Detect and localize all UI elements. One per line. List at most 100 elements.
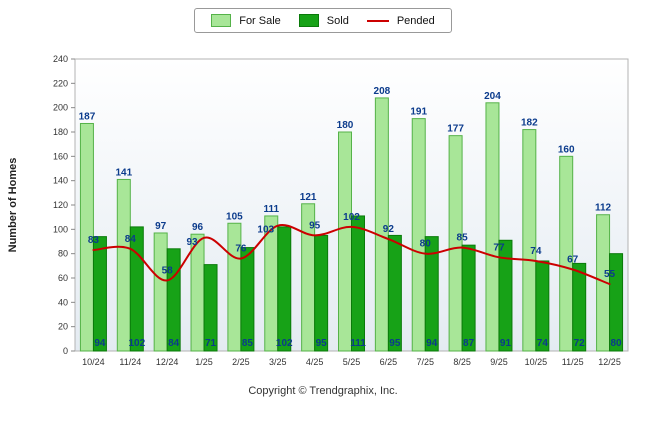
x-tick-label: 11/24	[119, 357, 141, 367]
sold-value-label: 95	[389, 338, 401, 349]
y-tick-label: 140	[53, 176, 68, 186]
pended-value-label: 93	[186, 237, 198, 248]
for-sale-value-label: 160	[558, 144, 575, 155]
for-sale-value-label: 96	[192, 222, 204, 233]
bar-sold	[461, 244, 476, 352]
y-tick-label: 20	[58, 322, 68, 332]
bar-sold	[609, 253, 624, 352]
sold-value-label: 80	[611, 338, 623, 349]
for-sale-value-label: 97	[155, 221, 167, 232]
y-axis-title: Number of Homes	[7, 158, 19, 253]
pended-value-label: 74	[530, 246, 542, 257]
sold-value-label: 111	[350, 338, 366, 349]
for-sale-value-label: 187	[79, 111, 96, 122]
y-tick-label: 220	[53, 78, 68, 88]
pended-legend-label: Pended	[396, 14, 435, 27]
y-tick-label: 80	[58, 249, 68, 259]
y-tick-label: 240	[53, 54, 68, 64]
for-sale-value-label: 105	[226, 211, 243, 222]
bar-sold	[535, 260, 550, 352]
for-sale-value-label: 121	[300, 192, 317, 203]
for-sale-value-label: 191	[410, 107, 427, 118]
x-tick-label: 3/25	[269, 357, 287, 367]
y-tick-label: 40	[58, 297, 68, 307]
copyright: Copyright © Trendgraphix, Inc.	[248, 385, 398, 397]
y-tick-label: 180	[53, 127, 68, 137]
x-tick-label: 11/25	[562, 357, 584, 367]
x-tick-label: 2/25	[232, 357, 250, 367]
sold-value-label: 71	[205, 338, 217, 349]
pended-value-label: 85	[457, 233, 469, 244]
x-tick-label: 12/24	[156, 357, 179, 367]
pended-line	[92, 223, 611, 286]
pended-value-label: 77	[493, 242, 505, 253]
bar-sold	[572, 262, 587, 352]
forsale-legend-label: For Sale	[239, 14, 281, 27]
sold-value-label: 91	[500, 338, 512, 349]
pended-value-label: 102	[343, 212, 360, 223]
chart-legend: For Sale Sold Pended	[194, 8, 452, 33]
bar-sold	[277, 226, 292, 352]
bar-sold	[351, 215, 365, 352]
bar-for-sale	[338, 131, 352, 352]
y-tick-label: 160	[53, 151, 68, 161]
sold-value-label: 102	[276, 338, 293, 349]
for-sale-value-label: 182	[521, 118, 538, 129]
bar-for-sale	[374, 97, 389, 352]
pended-value-label: 58	[162, 265, 174, 276]
x-tick-label: 10/24	[82, 357, 105, 367]
bar-for-sale	[448, 135, 463, 352]
bar-sold	[92, 236, 107, 352]
bar-sold	[498, 239, 513, 352]
pended-value-label: 95	[309, 220, 321, 231]
for-sale-value-label: 177	[447, 124, 464, 135]
forsale-legend-swatch	[211, 14, 232, 27]
bar-sold	[424, 236, 439, 352]
bar-for-sale	[485, 102, 500, 352]
bar-sold	[314, 234, 329, 352]
x-tick-label: 4/25	[306, 357, 324, 367]
y-tick-label: 60	[58, 273, 68, 283]
pended-value-label: 55	[604, 269, 616, 280]
pended-legend-line-icon	[366, 19, 389, 22]
sold-legend-label: Sold	[326, 14, 349, 27]
x-tick-label: 1/25	[195, 357, 213, 367]
bar-sold	[166, 248, 181, 352]
sold-legend-swatch	[298, 14, 319, 27]
x-tick-label: 5/25	[343, 357, 361, 367]
bar-sold	[387, 234, 402, 352]
sold-value-label: 87	[463, 338, 475, 349]
sold-value-label: 94	[426, 338, 438, 349]
for-sale-value-label: 141	[115, 167, 132, 178]
sold-value-label: 102	[128, 338, 145, 349]
pended-value-label: 80	[420, 239, 432, 250]
bar-for-sale	[522, 129, 537, 352]
bar-for-sale	[190, 233, 205, 352]
y-tick-label: 100	[53, 224, 68, 234]
sold-value-label: 84	[168, 338, 180, 349]
pended-value-label: 84	[125, 234, 137, 245]
x-tick-label: 7/25	[416, 357, 434, 367]
bar-for-sale	[411, 118, 426, 352]
pended-value-label: 76	[235, 244, 247, 255]
bar-for-sale	[227, 222, 242, 352]
sold-value-label: 95	[316, 338, 328, 349]
x-tick-label: 10/25	[525, 357, 548, 367]
y-tick-label: 0	[63, 346, 68, 356]
bar-sold	[129, 226, 144, 352]
pended-value-label: 103	[257, 225, 274, 236]
homes-chart: 0 20 40 60 80 100 120 140 160 180 200 220 240 10/24 11…	[7, 54, 629, 367]
for-sale-value-label: 204	[484, 91, 501, 102]
x-tick-label: 8/25	[453, 357, 471, 367]
pended-value-label: 83	[88, 235, 100, 246]
sold-value-label: 85	[242, 338, 254, 349]
y-tick-label: 200	[53, 103, 68, 113]
pended-value-label: 92	[383, 224, 395, 235]
sold-value-label: 72	[574, 338, 586, 349]
for-sale-value-label: 180	[337, 120, 354, 131]
chart-page: For Sale Sold Pended 0 20 40 60 80 100 120 140 1…	[0, 8, 646, 397]
for-sale-value-label: 111	[263, 204, 279, 215]
sold-value-label: 94	[94, 338, 106, 349]
x-tick-label: 12/25	[598, 357, 621, 367]
sold-value-label: 74	[537, 338, 549, 349]
